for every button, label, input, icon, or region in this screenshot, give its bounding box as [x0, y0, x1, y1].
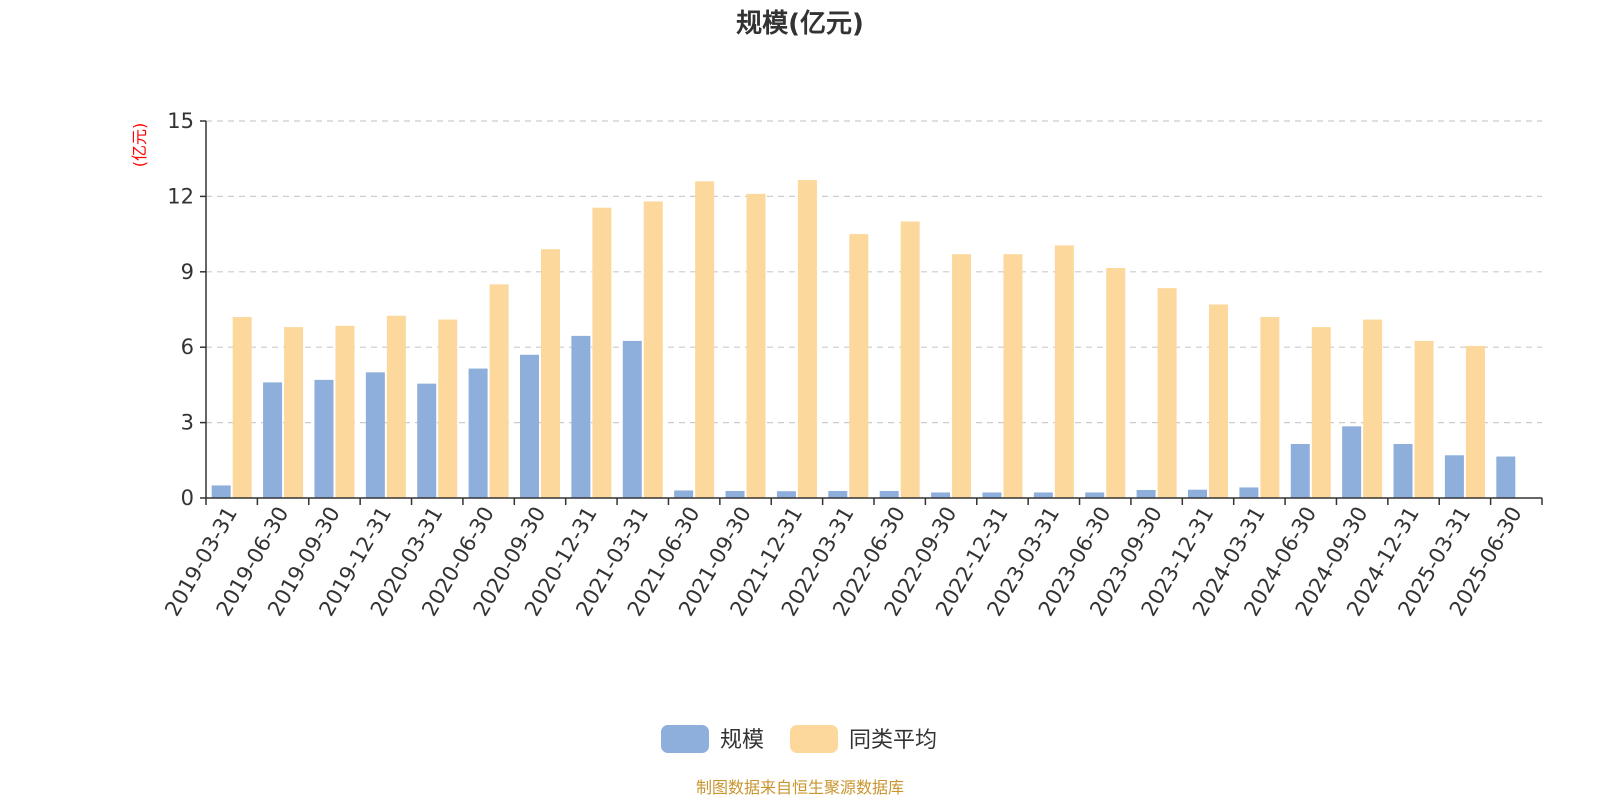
bar-series-b[interactable] — [1054, 245, 1074, 498]
bar-series-b[interactable] — [1209, 304, 1228, 498]
bar-series-b[interactable] — [1465, 345, 1485, 498]
bar-series-b[interactable] — [489, 284, 509, 498]
bar-series-a[interactable] — [725, 490, 745, 498]
bar-series-a[interactable] — [1290, 443, 1310, 498]
bar-series-b[interactable] — [643, 201, 663, 498]
x-tick-labels: 2019-03-312019-06-302019-09-302019-12-31… — [160, 503, 1526, 621]
bar-series-b[interactable] — [1311, 327, 1331, 498]
bar-series-a[interactable] — [674, 490, 694, 498]
bar-series-b[interactable] — [592, 207, 612, 498]
bar-series-a[interactable] — [1136, 489, 1156, 498]
bar-series-b[interactable] — [1106, 268, 1126, 498]
bar-series-a[interactable] — [1085, 492, 1105, 498]
bar-series-a[interactable] — [263, 382, 283, 498]
legend-item-series-b[interactable]: 同类平均 — [790, 725, 937, 753]
bar-series-a[interactable] — [1342, 426, 1362, 498]
bar-series-a[interactable] — [776, 491, 796, 498]
bar-series-a[interactable] — [211, 485, 231, 498]
bar-series-b[interactable] — [1157, 288, 1177, 498]
bar-series-b[interactable] — [284, 327, 304, 498]
bar-series-b[interactable] — [1260, 317, 1280, 498]
bar-series-a[interactable] — [1393, 443, 1413, 498]
bar-series-a[interactable] — [417, 383, 437, 498]
bar-series-a[interactable] — [468, 368, 488, 498]
bar-series-b[interactable] — [797, 180, 817, 498]
bar-series-a[interactable] — [828, 490, 848, 498]
legend[interactable]: 规模 同类平均 — [661, 725, 937, 753]
bar-series-a[interactable] — [365, 372, 385, 498]
bar-series-a[interactable] — [520, 354, 539, 498]
bar-series-b[interactable] — [541, 249, 560, 498]
bar-series-b[interactable] — [849, 234, 869, 498]
y-tick-label: 0 — [181, 486, 194, 510]
y-tick-label: 9 — [181, 260, 194, 284]
axes — [200, 120, 1543, 505]
bar-series-a[interactable] — [1188, 489, 1207, 498]
bar-series-a[interactable] — [931, 492, 951, 498]
bar-series-a[interactable] — [1239, 487, 1259, 498]
bar-series-b[interactable] — [746, 193, 766, 499]
bar-series-a[interactable] — [314, 379, 334, 498]
bar-series-a[interactable] — [1496, 456, 1516, 498]
bar-series-a[interactable] — [1444, 455, 1464, 498]
legend-label-series-a: 规模 — [720, 728, 764, 753]
y-tick-labels: 0 3 6 9 12 15 — [167, 109, 194, 510]
y-tick-label: 12 — [167, 184, 194, 208]
bar-series-b[interactable] — [952, 254, 972, 498]
legend-label-series-b: 同类平均 — [849, 728, 937, 753]
y-tick-label: 6 — [181, 335, 194, 359]
bar-series-b[interactable] — [1363, 319, 1383, 498]
bar-series-b[interactable] — [1414, 340, 1434, 498]
legend-swatch-series-a — [661, 725, 709, 753]
legend-item-series-a[interactable]: 规模 — [661, 725, 764, 753]
y-tick-label: 3 — [181, 411, 194, 435]
y-axis-unit-label: (亿元) — [130, 123, 149, 168]
bar-series-a[interactable] — [571, 335, 591, 498]
bar-series-b[interactable] — [1003, 254, 1023, 498]
legend-swatch-series-b — [790, 725, 838, 753]
bar-series-b[interactable] — [335, 325, 355, 498]
bar-series-b[interactable] — [695, 181, 715, 498]
bar-series-b[interactable] — [900, 221, 920, 499]
bar-series-b[interactable] — [386, 315, 406, 498]
bar-series-b[interactable] — [438, 319, 458, 498]
bars-group — [211, 180, 1516, 499]
bar-series-b[interactable] — [232, 317, 252, 498]
grid-lines — [206, 120, 1542, 424]
data-source-note: 制图数据来自恒生聚源数据库 — [696, 778, 904, 797]
chart-title: 规模(亿元) — [736, 9, 864, 39]
y-tick-label: 15 — [167, 109, 194, 133]
bar-series-a[interactable] — [879, 490, 899, 498]
bar-series-a[interactable] — [982, 492, 1002, 498]
bar-series-a[interactable] — [622, 340, 642, 498]
bar-series-a[interactable] — [1033, 492, 1053, 498]
